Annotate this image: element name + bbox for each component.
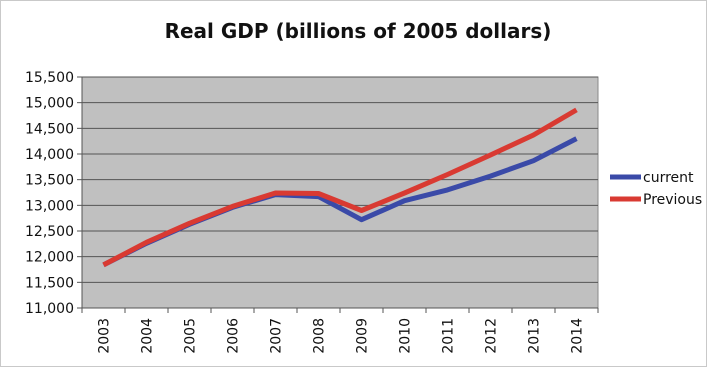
- chart-title: Real GDP (billions of 2005 dollars): [165, 19, 552, 43]
- y-axis: 11,000 11,500 12,000 12,500 13,000 13,500 14,0…: [25, 70, 83, 317]
- x-axis: 2003 2004 2005 2006 2007 2008 2009 2010 2011 2012…: [81, 307, 599, 354]
- x-tick-label: 2003: [97, 318, 113, 354]
- y-tick-label: 14,000: [25, 147, 74, 163]
- y-tick-label: 15,500: [25, 70, 74, 86]
- x-tick-label: 2011: [441, 318, 457, 354]
- y-tick-label: 11,000: [25, 301, 74, 317]
- y-tick-label: 13,000: [25, 198, 74, 214]
- plot-area: [81, 76, 599, 309]
- y-tick-label: 13,500: [25, 173, 74, 189]
- plot-background: [81, 76, 599, 309]
- x-tick-label: 2008: [312, 318, 328, 354]
- x-tick-label: 2014: [570, 318, 586, 354]
- x-tick-label: 2009: [355, 318, 371, 354]
- y-tick-label: 14,500: [25, 121, 74, 137]
- x-tick-label: 2006: [226, 318, 242, 354]
- x-tick-label: 2013: [527, 318, 543, 354]
- x-tick-label: 2004: [140, 318, 156, 354]
- y-tick-label: 15,000: [25, 96, 74, 112]
- x-tick-label: 2010: [398, 318, 414, 354]
- legend: current Previous: [610, 170, 702, 208]
- x-tick-label: 2005: [183, 318, 199, 354]
- legend-label: current: [643, 170, 694, 186]
- x-tick-label: 2012: [484, 318, 500, 354]
- series-layer: [102, 107, 578, 268]
- y-tick-label: 11,500: [25, 275, 74, 291]
- legend-label: Previous: [643, 192, 702, 208]
- y-tick-label: 12,000: [25, 250, 74, 266]
- series-line-previous: [102, 107, 578, 268]
- x-tick-label: 2007: [269, 318, 285, 354]
- y-tick-label: 12,500: [25, 224, 74, 240]
